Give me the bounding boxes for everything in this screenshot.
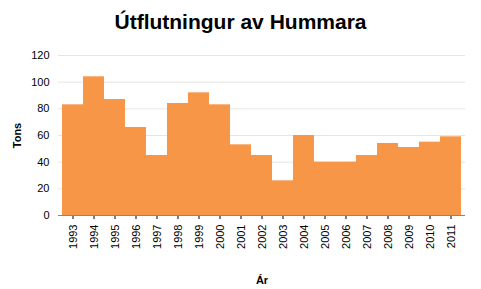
svg-text:2008: 2008 — [382, 225, 394, 249]
svg-text:2009: 2009 — [403, 225, 415, 249]
svg-text:2010: 2010 — [424, 225, 436, 249]
svg-text:1997: 1997 — [151, 225, 163, 249]
svg-text:80: 80 — [37, 102, 49, 114]
svg-text:120: 120 — [31, 49, 49, 61]
svg-text:0: 0 — [43, 209, 49, 221]
svg-text:1993: 1993 — [67, 225, 79, 249]
svg-text:1995: 1995 — [109, 225, 121, 249]
svg-text:60: 60 — [37, 129, 49, 141]
svg-text:2006: 2006 — [340, 225, 352, 249]
svg-text:1998: 1998 — [172, 225, 184, 249]
svg-text:1996: 1996 — [130, 225, 142, 249]
svg-text:2004: 2004 — [298, 225, 310, 249]
svg-text:2003: 2003 — [277, 225, 289, 249]
svg-text:2005: 2005 — [319, 225, 331, 249]
svg-text:100: 100 — [31, 76, 49, 88]
svg-text:40: 40 — [37, 156, 49, 168]
svg-text:Ár: Ár — [256, 274, 269, 286]
html-text:Útflutningur av Hummara: Útflutningur av Hummara — [114, 10, 367, 33]
svg-text:Tons: Tons — [11, 123, 23, 148]
svg-text:20: 20 — [37, 182, 49, 194]
svg-text:1999: 1999 — [193, 225, 205, 249]
svg-text:2007: 2007 — [361, 225, 373, 249]
svg-text:2000: 2000 — [214, 225, 226, 249]
svg-text:2011: 2011 — [445, 225, 457, 249]
svg-text:1994: 1994 — [88, 225, 100, 249]
svg-text:2002: 2002 — [256, 225, 268, 249]
svg-text:2001: 2001 — [235, 225, 247, 249]
